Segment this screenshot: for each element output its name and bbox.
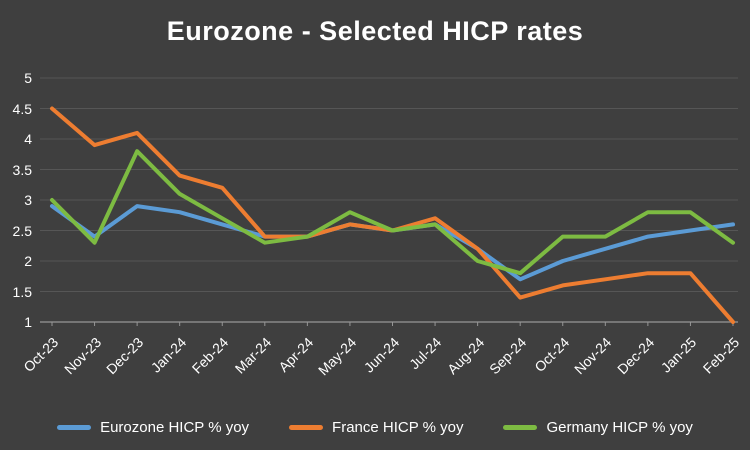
eurozone-line bbox=[50, 204, 735, 282]
france-line bbox=[50, 106, 735, 324]
y-axis-label: 2 bbox=[24, 253, 32, 269]
germany-line-marker bbox=[503, 425, 538, 430]
germany-line bbox=[50, 149, 735, 276]
legend: Eurozone HICP % yoy France HICP % yoy Ge… bbox=[0, 419, 750, 436]
y-axis-label: 3 bbox=[24, 192, 32, 208]
legend-label-eurozone: Eurozone HICP % yoy bbox=[100, 419, 250, 436]
y-axis-label: 1 bbox=[24, 314, 32, 330]
y-axis-label: 3.5 bbox=[12, 161, 32, 178]
y-axis-label: 1.5 bbox=[12, 283, 32, 300]
legend-item-germany: Germany HICP % yoy bbox=[503, 419, 693, 436]
y-axis-label: 5 bbox=[24, 70, 32, 86]
y-axis-label: 4.5 bbox=[12, 100, 32, 117]
y-axis-label: 4 bbox=[24, 131, 32, 147]
legend-label-germany: Germany HICP % yoy bbox=[546, 419, 693, 436]
legend-item-eurozone: Eurozone HICP % yoy bbox=[57, 419, 249, 436]
chart-title: Eurozone - Selected HICP rates bbox=[166, 16, 584, 46]
france-line-marker bbox=[289, 425, 324, 430]
eurozone-line-marker bbox=[57, 425, 92, 430]
legend-item-france: France HICP % yoy bbox=[289, 419, 463, 436]
y-axis-label: 2.5 bbox=[12, 222, 32, 239]
legend-label-france: France HICP % yoy bbox=[332, 419, 464, 436]
